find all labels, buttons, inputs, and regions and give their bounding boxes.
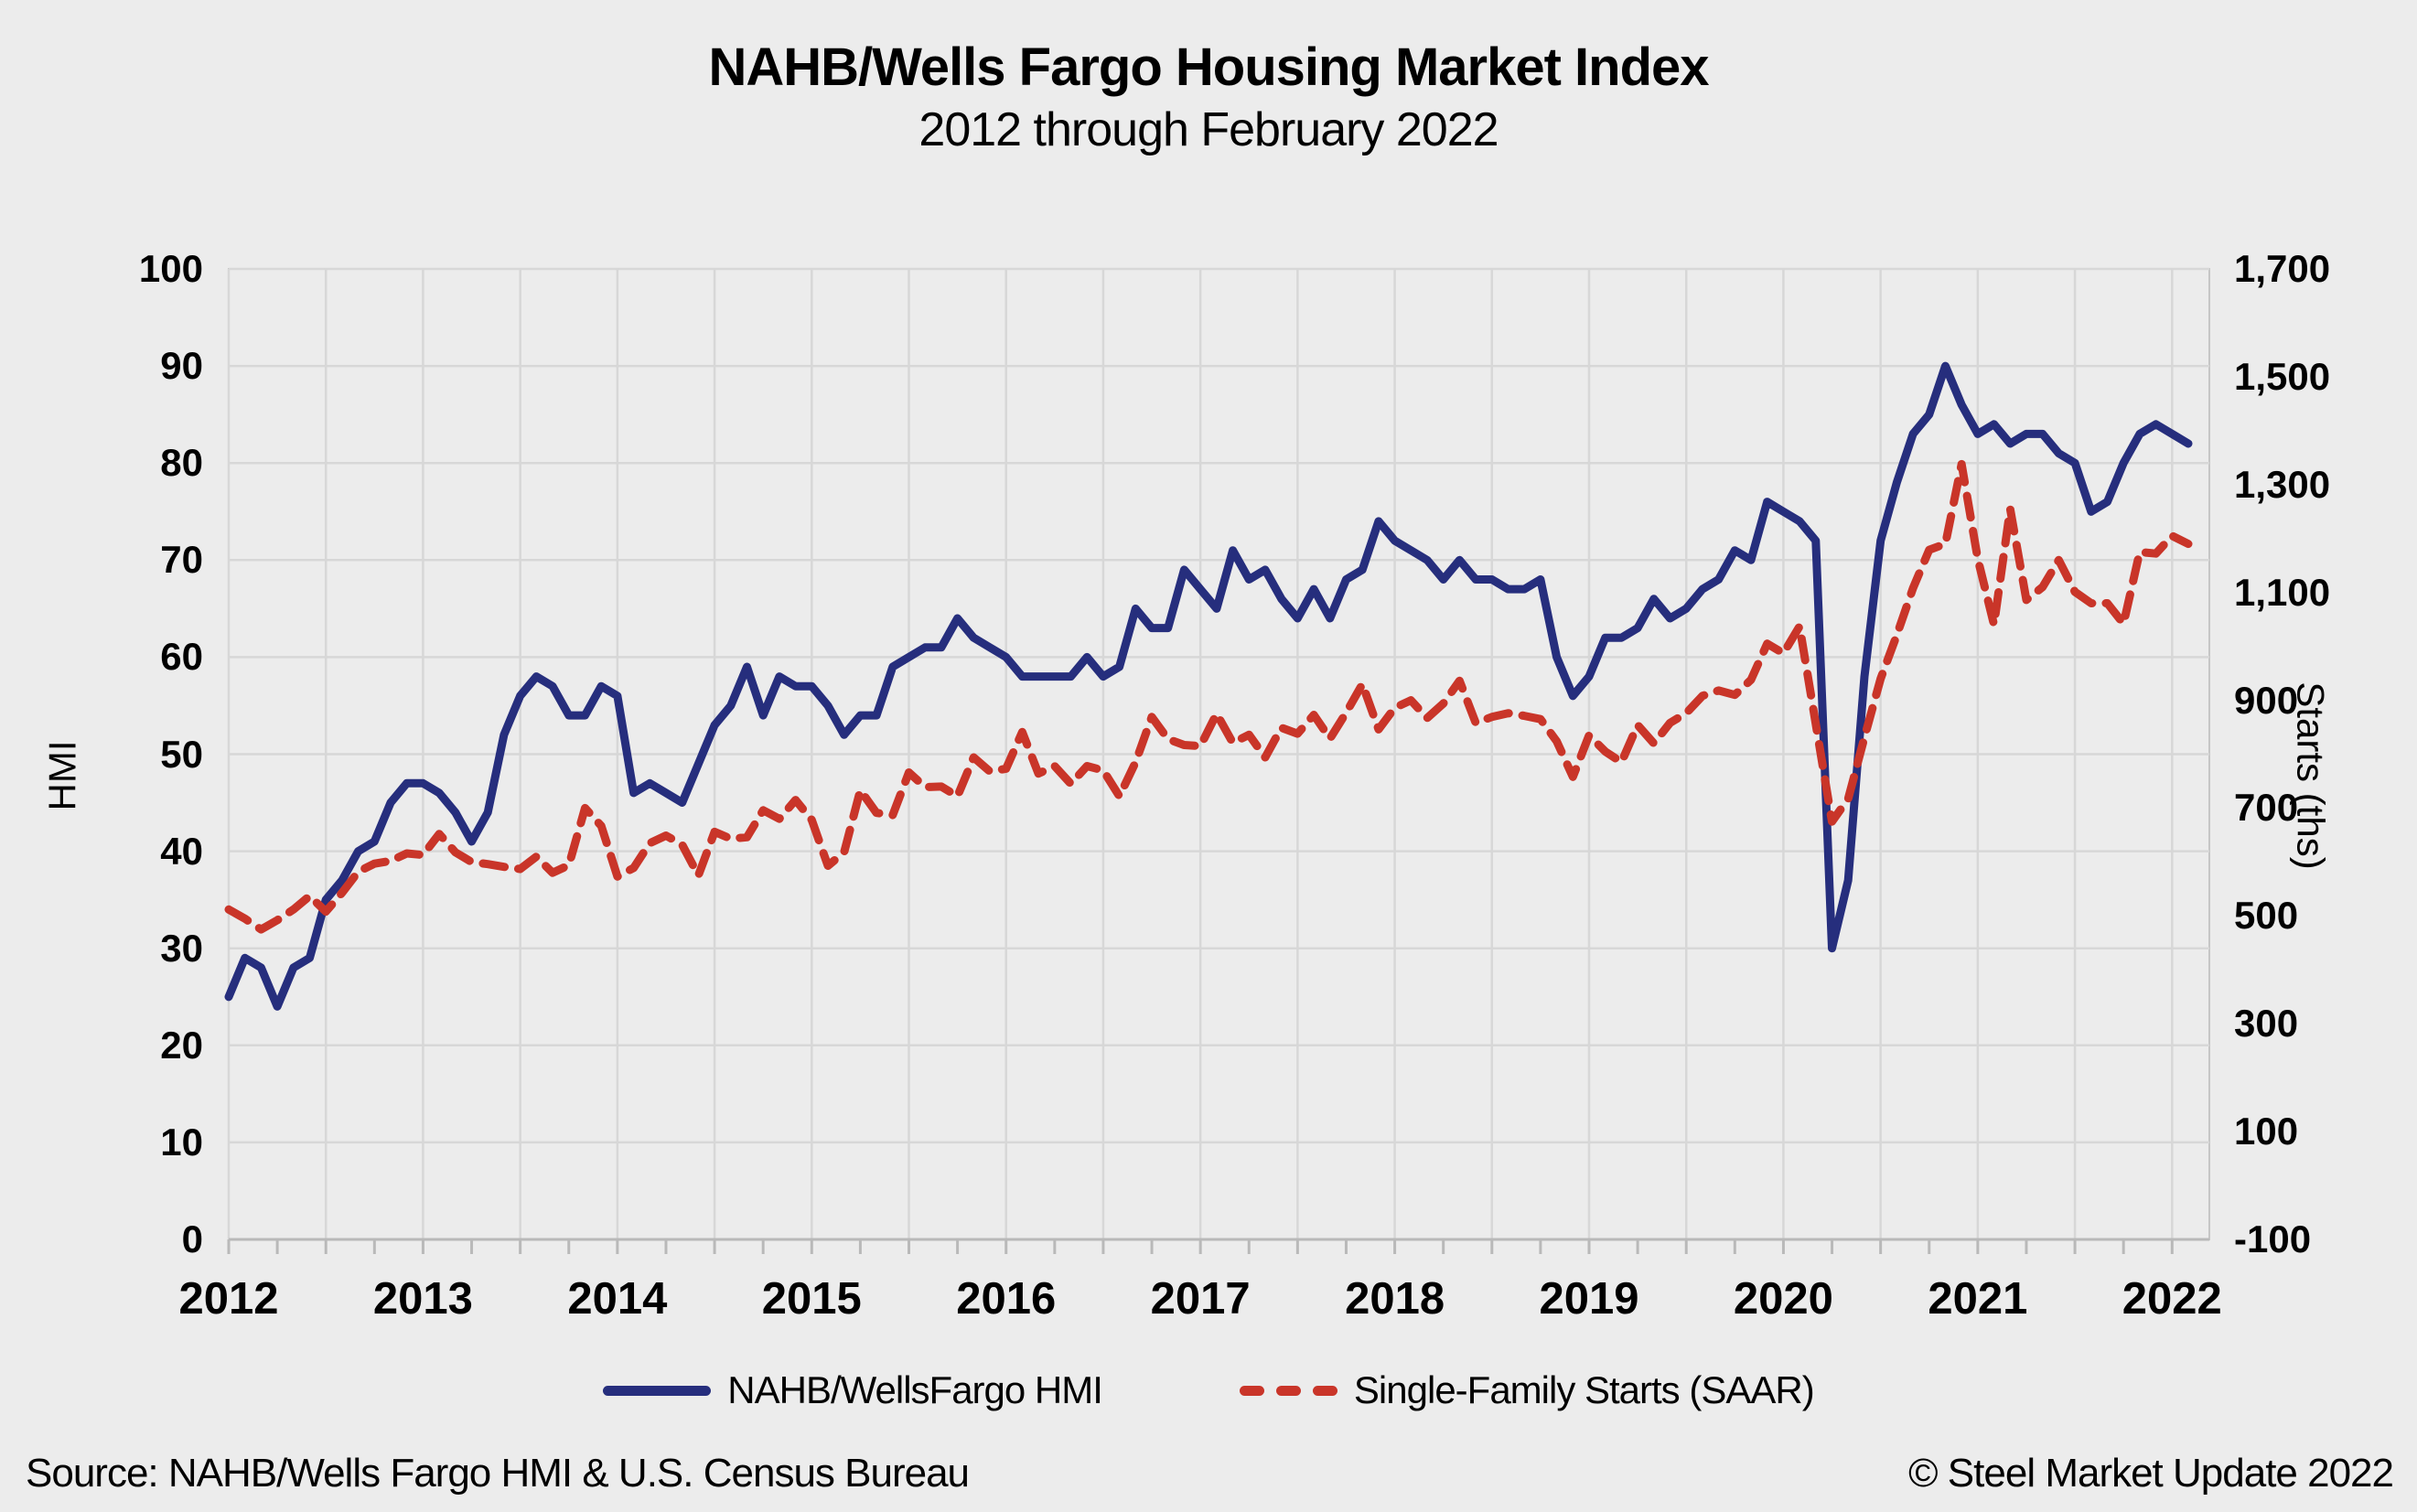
year-tick-label: 2017 xyxy=(1150,1274,1251,1324)
right-tick-label: 900 xyxy=(2234,678,2299,722)
left-tick-label: 100 xyxy=(138,247,203,290)
right-tick-label: -100 xyxy=(2234,1217,2312,1260)
right-tick-label: 1,300 xyxy=(2234,462,2331,506)
right-tick-label: 1,100 xyxy=(2234,570,2331,614)
year-tick-label: 2013 xyxy=(372,1274,473,1324)
series-line-starts xyxy=(224,459,2193,934)
series-line-hmi xyxy=(224,361,2193,1011)
copyright-text: © Steel Market Update 2022 xyxy=(1908,1451,2394,1496)
year-tick-label: 2018 xyxy=(1345,1274,1445,1324)
year-tick-label: 2014 xyxy=(567,1274,668,1324)
right-tick-label: 500 xyxy=(2234,894,2299,938)
left-tick-label: 90 xyxy=(160,344,203,388)
hmi-line-swatch-icon xyxy=(603,1385,712,1396)
left-tick-label: 70 xyxy=(160,538,203,582)
left-tick-label: 10 xyxy=(160,1120,203,1163)
right-tick-label: 300 xyxy=(2234,1002,2299,1046)
chart-subtitle: 2012 through February 2022 xyxy=(918,103,1499,156)
starts-line-swatch-icon xyxy=(1239,1385,1337,1396)
left-tick-label: 80 xyxy=(160,441,203,485)
year-tick-label: 2012 xyxy=(178,1274,279,1324)
left-tick-label: 50 xyxy=(160,732,203,776)
legend-label-hmi: NAHB/WellsFargo HMI xyxy=(727,1368,1103,1411)
right-axis-title: Starts (ths) xyxy=(2289,681,2333,870)
legend: NAHB/WellsFargo HMI Single-Family Starts… xyxy=(0,1368,2417,1412)
source-text: Source: NAHB/Wells Fargo HMI & U.S. Cens… xyxy=(26,1451,970,1496)
legend-item-starts: Single-Family Starts (SAAR) xyxy=(1239,1368,1815,1412)
left-axis-title: HMI xyxy=(40,740,84,811)
left-tick-label: 0 xyxy=(181,1217,203,1260)
right-tick-label: 100 xyxy=(2234,1110,2299,1153)
right-tick-label: 1,500 xyxy=(2234,354,2331,398)
year-tick-label: 2020 xyxy=(1733,1274,1833,1324)
left-tick-label: 30 xyxy=(160,926,203,970)
year-tick-label: 2021 xyxy=(1928,1274,2028,1324)
right-tick-label: 700 xyxy=(2234,786,2299,830)
left-tick-label: 20 xyxy=(160,1023,203,1067)
year-tick-label: 2022 xyxy=(2122,1274,2222,1324)
year-tick-label: 2019 xyxy=(1539,1274,1639,1324)
legend-label-starts: Single-Family Starts (SAAR) xyxy=(1353,1368,1815,1411)
left-tick-label: 40 xyxy=(160,829,203,873)
year-tick-label: 2015 xyxy=(761,1274,862,1324)
legend-item-hmi: NAHB/WellsFargo HMI xyxy=(603,1368,1103,1412)
year-tick-label: 2016 xyxy=(956,1274,1057,1324)
left-tick-label: 60 xyxy=(160,635,203,679)
right-tick-label: 1,700 xyxy=(2234,247,2331,290)
chart-title: NAHB/Wells Fargo Housing Market Index xyxy=(708,38,1709,97)
